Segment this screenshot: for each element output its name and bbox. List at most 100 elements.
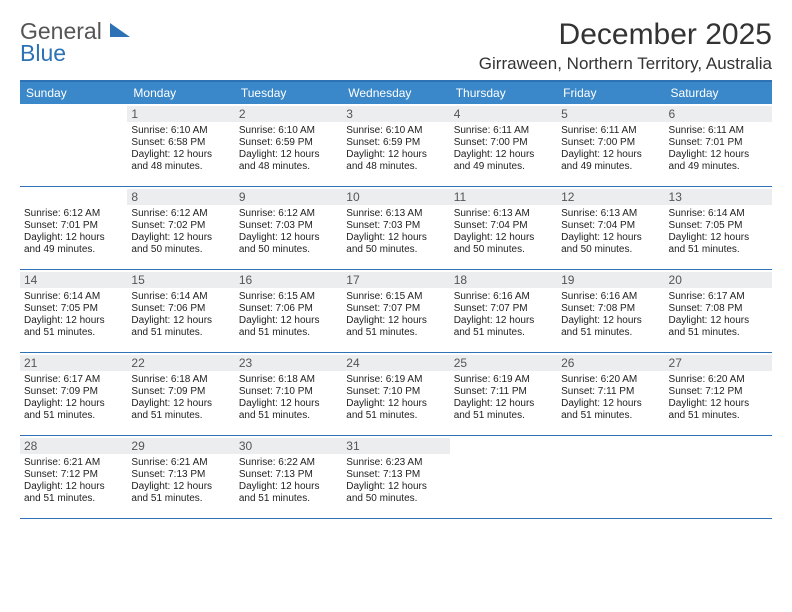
- sunrise-text: Sunrise: 6:11 AM: [561, 125, 660, 137]
- daylight-text: Daylight: 12 hours and 48 minutes.: [131, 149, 230, 173]
- day-cell: 11Sunrise: 6:13 AMSunset: 7:04 PMDayligh…: [450, 187, 557, 269]
- sunset-text: Sunset: 7:00 PM: [561, 137, 660, 149]
- day-cell: 18Sunrise: 6:16 AMSunset: 7:07 PMDayligh…: [450, 270, 557, 352]
- week-row: 14Sunrise: 6:14 AMSunset: 7:05 PMDayligh…: [20, 270, 772, 353]
- daylight-text: Daylight: 12 hours and 50 minutes.: [454, 232, 553, 256]
- day-cell: 8Sunrise: 6:12 AMSunset: 7:02 PMDaylight…: [127, 187, 234, 269]
- daylight-text: Daylight: 12 hours and 51 minutes.: [239, 315, 338, 339]
- day-cell: 9Sunrise: 6:12 AMSunset: 7:03 PMDaylight…: [235, 187, 342, 269]
- sunrise-text: Sunrise: 6:19 AM: [454, 374, 553, 386]
- day-number: 23: [235, 355, 342, 371]
- daylight-text: Daylight: 12 hours and 51 minutes.: [131, 398, 230, 422]
- day-cell: 28Sunrise: 6:21 AMSunset: 7:12 PMDayligh…: [20, 436, 127, 518]
- day-number: [450, 438, 557, 454]
- daylight-text: Daylight: 12 hours and 51 minutes.: [669, 232, 768, 256]
- sunset-text: Sunset: 7:04 PM: [561, 220, 660, 232]
- day-number: 2: [235, 106, 342, 122]
- sunset-text: Sunset: 7:06 PM: [131, 303, 230, 315]
- dow-saturday: Saturday: [665, 82, 772, 104]
- daylight-text: Daylight: 12 hours and 51 minutes.: [561, 315, 660, 339]
- sunrise-text: Sunrise: 6:14 AM: [131, 291, 230, 303]
- day-number: [665, 438, 772, 454]
- day-number: 29: [127, 438, 234, 454]
- sunset-text: Sunset: 7:07 PM: [346, 303, 445, 315]
- sunrise-text: Sunrise: 6:15 AM: [239, 291, 338, 303]
- sunset-text: Sunset: 7:04 PM: [454, 220, 553, 232]
- sunrise-text: Sunrise: 6:10 AM: [239, 125, 338, 137]
- daylight-text: Daylight: 12 hours and 51 minutes.: [24, 315, 123, 339]
- sunrise-text: Sunrise: 6:15 AM: [346, 291, 445, 303]
- daylight-text: Daylight: 12 hours and 51 minutes.: [561, 398, 660, 422]
- logo: General Blue: [20, 18, 130, 64]
- sunset-text: Sunset: 7:01 PM: [669, 137, 768, 149]
- day-number: 24: [342, 355, 449, 371]
- sunrise-text: Sunrise: 6:21 AM: [131, 457, 230, 469]
- daylight-text: Daylight: 12 hours and 49 minutes.: [669, 149, 768, 173]
- daylight-text: Daylight: 12 hours and 51 minutes.: [24, 481, 123, 505]
- daylight-text: Daylight: 12 hours and 49 minutes.: [24, 232, 123, 256]
- day-cell: 16Sunrise: 6:15 AMSunset: 7:06 PMDayligh…: [235, 270, 342, 352]
- daylight-text: Daylight: 12 hours and 51 minutes.: [239, 481, 338, 505]
- day-cell: 2Sunrise: 6:10 AMSunset: 6:59 PMDaylight…: [235, 104, 342, 186]
- week-row: 21 Sunrise: 6:17 AMSunset: 7:09 PM Dayligh…: [20, 353, 772, 436]
- sunset-text: Sunset: 7:11 PM: [561, 386, 660, 398]
- day-number: 1: [127, 106, 234, 122]
- day-number: 12: [557, 189, 664, 205]
- day-cell: 29Sunrise: 6:21 AMSunset: 7:13 PMDayligh…: [127, 436, 234, 518]
- sunrise-text: Sunrise: 6:11 AM: [454, 125, 553, 137]
- daylight-text: Daylight: 12 hours and 51 minutes.: [454, 315, 553, 339]
- logo-text: General Blue: [20, 20, 130, 64]
- day-number: 8: [127, 189, 234, 205]
- calendar: Sunday Monday Tuesday Wednesday Thursday…: [20, 80, 772, 519]
- daylight-text: Daylight: 12 hours and 51 minutes.: [669, 398, 768, 422]
- sunrise-text: Sunrise: 6:11 AM: [669, 125, 768, 137]
- sunrise-text: Sunrise: 6:14 AM: [24, 291, 123, 303]
- sunrise-text: Sunrise: 6:21 AM: [24, 457, 123, 469]
- day-number: 14: [20, 272, 127, 288]
- daylight-text: Daylight: 12 hours and 50 minutes.: [131, 232, 230, 256]
- sunset-text: Sunset: 7:09 PM: [24, 386, 123, 398]
- dow-friday: Friday: [557, 82, 664, 104]
- day-cell: 25Sunrise: 6:19 AMSunset: 7:11 PMDayligh…: [450, 353, 557, 435]
- day-cell: 12Sunrise: 6:13 AMSunset: 7:04 PMDayligh…: [557, 187, 664, 269]
- day-cell: 7Sunrise: 6:12 AMSunset: 7:01 PMDaylight…: [20, 187, 127, 269]
- daylight-text: Daylight: 12 hours and 51 minutes.: [131, 315, 230, 339]
- sunrise-text: Sunrise: 6:18 AM: [131, 374, 230, 386]
- day-number: 18: [450, 272, 557, 288]
- sunrise-text: Sunrise: 6:17 AM: [24, 374, 123, 386]
- day-cell: 6Sunrise: 6:11 AMSunset: 7:01 PMDaylight…: [665, 104, 772, 186]
- daylight-text: Daylight: 12 hours and 48 minutes.: [239, 149, 338, 173]
- sunset-text: Sunset: 6:58 PM: [131, 137, 230, 149]
- daylight-text: Daylight: 12 hours and 49 minutes.: [454, 149, 553, 173]
- daylight-text: Daylight: 12 hours and 51 minutes.: [346, 398, 445, 422]
- day-number: 4: [450, 106, 557, 122]
- day-number: 21: [20, 355, 127, 371]
- daylight-text: Daylight: 12 hours and 51 minutes.: [346, 315, 445, 339]
- sunset-text: Sunset: 7:02 PM: [131, 220, 230, 232]
- sunset-text: Sunset: 7:00 PM: [454, 137, 553, 149]
- day-cell: 5Sunrise: 6:11 AMSunset: 7:00 PMDaylight…: [557, 104, 664, 186]
- day-number: 9: [235, 189, 342, 205]
- daylight-text: Daylight: 12 hours and 51 minutes.: [131, 481, 230, 505]
- day-number: 13: [665, 189, 772, 205]
- day-cell: 27Sunrise: 6:20 AMSunset: 7:12 PMDayligh…: [665, 353, 772, 435]
- day-number: 15: [127, 272, 234, 288]
- sunrise-text: Sunrise: 6:16 AM: [454, 291, 553, 303]
- sunrise-text: Sunrise: 6:14 AM: [669, 208, 768, 220]
- day-cell: 13Sunrise: 6:14 AMSunset: 7:05 PMDayligh…: [665, 187, 772, 269]
- day-cell: 31Sunrise: 6:23 AMSunset: 7:13 PMDayligh…: [342, 436, 449, 518]
- sunrise-text: Sunrise: 6:22 AM: [239, 457, 338, 469]
- sunrise-text: Sunrise: 6:13 AM: [346, 208, 445, 220]
- sunset-text: Sunset: 7:12 PM: [669, 386, 768, 398]
- sunset-text: Sunset: 7:05 PM: [24, 303, 123, 315]
- sunrise-text: Sunrise: 6:18 AM: [239, 374, 338, 386]
- sunrise-text: Sunrise: 6:17 AM: [669, 291, 768, 303]
- daylight-text: Daylight: 12 hours and 51 minutes.: [239, 398, 338, 422]
- week-row: 1Sunrise: 6:10 AMSunset: 6:58 PMDaylight…: [20, 104, 772, 187]
- sunset-text: Sunset: 7:01 PM: [24, 220, 123, 232]
- daylight-text: Daylight: 12 hours and 50 minutes.: [239, 232, 338, 256]
- day-cell: 4 Sunrise: 6:11 AMSunset: 7:00 PMDaylight…: [450, 104, 557, 186]
- empty-cell: [557, 436, 664, 518]
- sunset-text: Sunset: 7:13 PM: [346, 469, 445, 481]
- daylight-text: Daylight: 12 hours and 48 minutes.: [346, 149, 445, 173]
